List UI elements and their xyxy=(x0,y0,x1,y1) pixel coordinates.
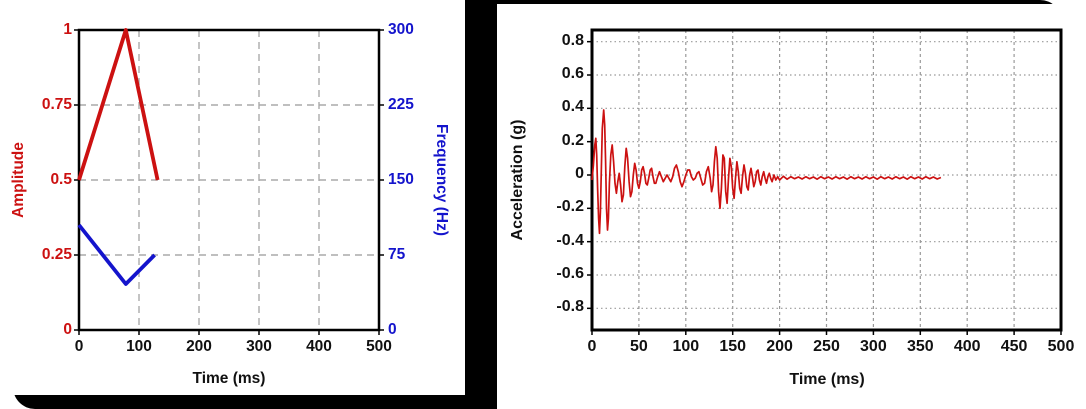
acceleration-chart xyxy=(587,28,1063,335)
right-chart-x-tick-label: 250 xyxy=(813,338,840,355)
left-chart-x-tick-label: 500 xyxy=(366,338,392,355)
left-chart-y-right-tick-label: 75 xyxy=(388,246,406,263)
right-chart-x-tick-label: 500 xyxy=(1047,338,1075,355)
left-chart-x-tick-label: 300 xyxy=(246,338,272,355)
pulse-profile-chart xyxy=(74,28,384,335)
right-chart-y-tick-label: 0.6 xyxy=(561,65,584,82)
left-chart-y-right-tick-label: 0 xyxy=(388,321,397,338)
left-chart-y-left-tick-label: 0.25 xyxy=(41,246,72,263)
frequency-series-line xyxy=(77,223,156,286)
right-chart-x-tick-label: 450 xyxy=(1000,338,1028,355)
right-chart-x-tick-label: 0 xyxy=(587,338,597,355)
left-chart-x-tick-label: 0 xyxy=(74,338,84,355)
left-chart-x-tick-label: 200 xyxy=(186,338,212,355)
left-chart-y-left-tick-label: 0 xyxy=(63,321,72,338)
amplitude-series-line xyxy=(77,28,160,181)
right-chart-x-tick-label: 350 xyxy=(906,338,934,355)
left-chart-y-left-tick-label: 1 xyxy=(63,21,72,38)
right-chart-y-tick-label: -0.2 xyxy=(556,198,584,216)
left-chart-x-tick-label: 100 xyxy=(126,338,152,355)
right-chart-x-tick-label: 200 xyxy=(766,338,793,355)
left-chart-x-axis-title: Time (ms) xyxy=(192,370,266,387)
right-chart-x-tick-label: 50 xyxy=(629,338,648,355)
left-chart-y-right-tick-label: 300 xyxy=(388,21,414,38)
left-chart-y-left-tick-label: 0.5 xyxy=(50,171,72,188)
right-chart-x-tick-label: 150 xyxy=(719,338,747,355)
right-chart-y-tick-label: 0.8 xyxy=(561,31,584,49)
left-chart-x-tick-label: 400 xyxy=(306,338,332,355)
acceleration-chart-panel: Acceleration (g) Time (ms) 0 50 100 150 200 2… xyxy=(497,4,1086,409)
left-chart-y-right-axis-title: Frequency (Hz) xyxy=(433,124,450,236)
right-chart-y-tick-label: 0 xyxy=(575,165,584,182)
pulse-profile-chart-panel: Amplitude Frequency (Hz) Time (ms) 0 100 2… xyxy=(0,0,465,395)
acceleration-series-line xyxy=(591,109,942,235)
right-chart-y-tick-label: -0.6 xyxy=(556,265,584,282)
right-chart-y-tick-label: -0.4 xyxy=(556,231,584,249)
right-chart-y-axis-title: Acceleration (g) xyxy=(509,119,526,241)
right-chart-x-axis-title: Time (ms) xyxy=(789,371,865,388)
right-chart-y-tick-label: 0.2 xyxy=(561,131,584,149)
right-chart-x-tick-label: 100 xyxy=(672,338,700,355)
right-chart-x-tick-label: 300 xyxy=(860,338,887,355)
right-chart-y-tick-label: -0.8 xyxy=(556,298,584,316)
left-chart-y-right-tick-label: 150 xyxy=(388,171,414,188)
left-chart-y-right-tick-label: 225 xyxy=(388,96,414,113)
left-chart-y-left-tick-label: 0.75 xyxy=(41,96,72,113)
right-chart-y-tick-label: 0.4 xyxy=(561,98,584,116)
right-chart-x-tick-label: 400 xyxy=(953,338,981,355)
